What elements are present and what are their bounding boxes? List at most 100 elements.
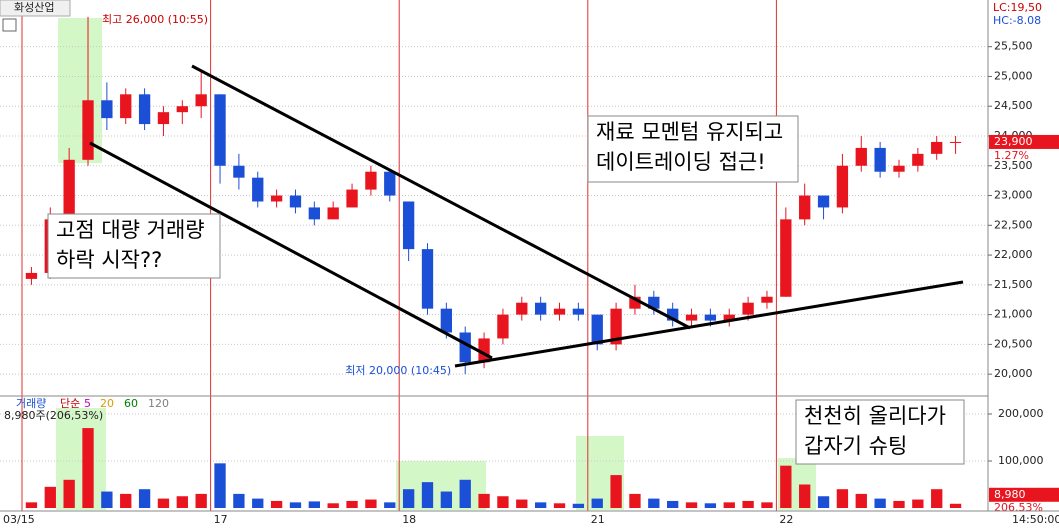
- candle-body: [25, 272, 38, 279]
- volume-bar: [402, 489, 415, 508]
- candle-body: [855, 147, 867, 166]
- y-tick-label: 23,000: [994, 189, 1033, 202]
- annotation-text: 천천히 올리다가: [804, 404, 946, 428]
- legend-entry: 120: [148, 397, 169, 410]
- volume-bar: [101, 491, 113, 508]
- y-tick-label: 100,000: [998, 454, 1044, 467]
- candle-body: [384, 171, 396, 196]
- volume-bar: [25, 502, 38, 508]
- candle-body: [723, 314, 735, 321]
- candle-body: [214, 94, 226, 166]
- legend-entry: 20: [100, 397, 114, 410]
- volume-bar: [440, 491, 453, 508]
- candle-body: [742, 302, 754, 315]
- volume-bar: [874, 498, 886, 508]
- grid-icon[interactable]: [2, 18, 17, 32]
- y-tick-label: 22,500: [994, 218, 1033, 231]
- candle-body: [610, 308, 622, 345]
- volume-bar: [648, 498, 660, 508]
- candle-body: [893, 165, 905, 172]
- candle-body: [516, 302, 528, 315]
- volume-summary: 8,980주(206,53%): [4, 409, 103, 422]
- x-tick-label: 03/15: [3, 513, 35, 526]
- volume-bar: [44, 486, 56, 508]
- y-tick-label: 25,500: [994, 40, 1033, 53]
- candle-body: [572, 308, 585, 315]
- volume-bar: [289, 502, 302, 508]
- candle-body: [440, 308, 453, 333]
- candle-body: [138, 94, 151, 125]
- volume-bar: [157, 498, 170, 508]
- volume-bar: [214, 463, 226, 508]
- candle-body: [553, 308, 566, 315]
- volume-bar: [82, 428, 94, 508]
- volume-bar: [572, 503, 585, 508]
- time-label: 14:50:00: [1012, 513, 1059, 526]
- candle-body: [195, 94, 207, 107]
- volume-bar: [799, 484, 811, 508]
- volume-tag-bg: [989, 487, 1059, 502]
- volume-bar: [742, 500, 754, 508]
- annotation-text: 하락 시작??: [56, 248, 162, 272]
- candle-body: [421, 249, 434, 309]
- volume-bar: [591, 498, 603, 508]
- volume-bar: [63, 479, 75, 508]
- annotation-text: 재료 모멘텀 유지되고: [596, 120, 783, 144]
- volume-title: 거래량: [16, 397, 46, 410]
- x-tick-label: 18: [402, 513, 416, 526]
- volume-bar: [949, 503, 962, 508]
- candle-body: [459, 332, 471, 363]
- volume-bar: [931, 489, 943, 508]
- annotation-box: [795, 399, 965, 465]
- candle-body: [799, 195, 811, 220]
- y-tick-label: 23,500: [994, 159, 1033, 172]
- volume-bar: [704, 503, 717, 508]
- y-tick-label: 21,500: [994, 278, 1033, 291]
- candle-body: [289, 195, 302, 208]
- volume-bar: [459, 479, 471, 508]
- volume-bar: [893, 500, 905, 508]
- volume-bar: [308, 501, 320, 508]
- volume-tag: 8,980: [994, 488, 1026, 501]
- candle-body: [497, 314, 509, 339]
- lc-label: LC:19,50: [993, 1, 1042, 14]
- volume-bar: [761, 502, 773, 508]
- volume-bar: [327, 503, 339, 508]
- y-tick-label: 200,000: [998, 407, 1044, 420]
- trend-line: [89, 141, 493, 360]
- x-tick-label: 21: [591, 513, 605, 526]
- candle-body: [365, 171, 377, 190]
- annotation-text: 데이트레이딩 접근!: [596, 150, 766, 174]
- candle-body: [648, 296, 660, 309]
- candle-body: [949, 141, 962, 143]
- volume-bar: [195, 493, 207, 508]
- volume-bar: [610, 475, 622, 508]
- candle-body: [667, 308, 679, 321]
- y-tick-label: 20,500: [994, 337, 1033, 350]
- candle-body: [308, 207, 320, 220]
- annotation-box: [47, 213, 221, 279]
- candle-body: [836, 165, 849, 208]
- candle-body: [874, 147, 886, 172]
- volume-bar: [233, 493, 245, 508]
- candle-body: [912, 153, 924, 166]
- volume-bar: [346, 500, 358, 508]
- candle-body: [327, 207, 339, 220]
- volume-bar: [723, 502, 735, 508]
- y-tick-label: 20,000: [994, 367, 1033, 380]
- candle-body: [817, 195, 830, 208]
- candle-body: [629, 296, 641, 309]
- trend-line: [191, 64, 691, 330]
- candle-body: [270, 195, 283, 202]
- candle-body: [101, 100, 113, 119]
- volume-bar: [138, 489, 151, 508]
- volume-bar: [421, 482, 434, 508]
- volume-bar: [629, 493, 641, 508]
- title-tab[interactable]: [0, 0, 71, 17]
- legend-entry: 5: [84, 397, 91, 410]
- volume-bar: [120, 493, 132, 508]
- max-label: 최고 26,000 (10:55): [102, 13, 208, 26]
- change-tag: 1.27%: [994, 149, 1029, 162]
- volume-bar: [553, 503, 566, 508]
